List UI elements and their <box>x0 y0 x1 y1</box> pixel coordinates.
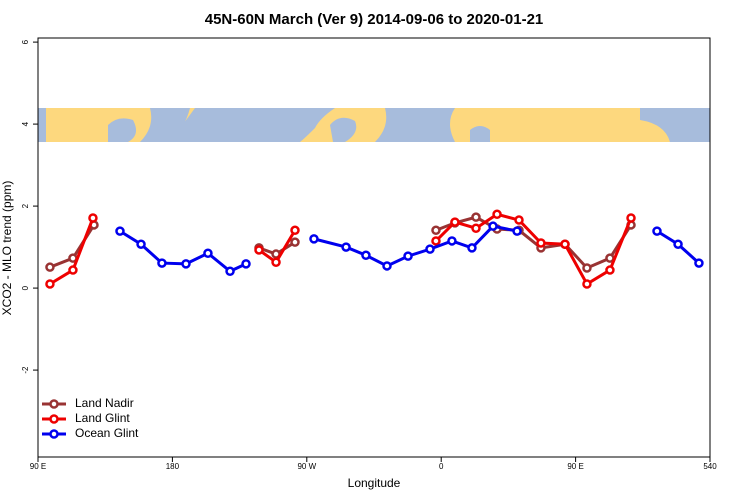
point <box>361 250 371 261</box>
x-tick-label: 90 W <box>297 462 316 471</box>
point <box>271 257 281 268</box>
point <box>450 217 460 227</box>
legend-marker <box>49 399 59 409</box>
chart-title: 45N-60N March (Ver 9) 2014-09-06 to 2020… <box>205 11 544 28</box>
point <box>512 226 522 236</box>
legend-marker <box>49 429 59 439</box>
point <box>254 245 264 255</box>
point <box>467 243 477 253</box>
point <box>471 212 481 222</box>
plot-frame <box>37 37 711 458</box>
y-axis-label: XCO2 - MLO trend (ppm) <box>0 181 14 316</box>
point <box>673 239 683 249</box>
legend-label: Ocean Glint <box>75 426 139 440</box>
x-tick-label: 0 <box>439 462 444 471</box>
point <box>560 239 570 249</box>
map-land <box>38 108 710 142</box>
legend-marker <box>49 414 59 424</box>
point <box>652 226 662 236</box>
y-tick-label: 6 <box>21 39 30 44</box>
point <box>136 239 146 249</box>
point <box>425 244 435 254</box>
legend-label: Land Nadir <box>75 396 134 410</box>
legend-label: Land Glint <box>75 411 130 425</box>
point <box>88 213 98 223</box>
x-axis-label: Longitude <box>348 476 401 490</box>
y-tick-label: 4 <box>21 121 30 126</box>
point <box>492 209 502 220</box>
point <box>181 259 191 269</box>
point <box>45 279 55 289</box>
point <box>694 258 704 268</box>
x-tick-label: 180 <box>166 462 180 471</box>
point <box>115 226 125 236</box>
point <box>605 265 615 275</box>
point <box>582 263 592 273</box>
map-water <box>38 108 710 142</box>
point <box>341 242 351 252</box>
point <box>241 259 251 269</box>
point <box>157 258 167 268</box>
y-tick-label: -2 <box>21 366 30 374</box>
point <box>447 236 457 246</box>
point <box>309 234 319 244</box>
point <box>514 215 524 225</box>
y-tick-label: 0 <box>21 285 30 290</box>
point <box>582 279 592 289</box>
map-band <box>38 108 710 142</box>
point <box>290 225 300 236</box>
y-tick-label: 2 <box>21 203 30 208</box>
point <box>382 261 392 271</box>
x-tick-label: 540 <box>703 462 717 471</box>
point <box>290 237 300 247</box>
point <box>45 262 55 272</box>
x-tick-label: 90 E <box>30 462 46 471</box>
x-tick-label: 90 E <box>567 462 583 471</box>
point <box>225 266 235 277</box>
point <box>431 236 441 246</box>
point <box>488 221 498 231</box>
point <box>68 265 78 275</box>
point <box>626 213 636 223</box>
point <box>431 225 441 236</box>
point <box>536 238 546 248</box>
point <box>471 223 481 233</box>
point <box>403 251 413 261</box>
point <box>203 248 213 258</box>
